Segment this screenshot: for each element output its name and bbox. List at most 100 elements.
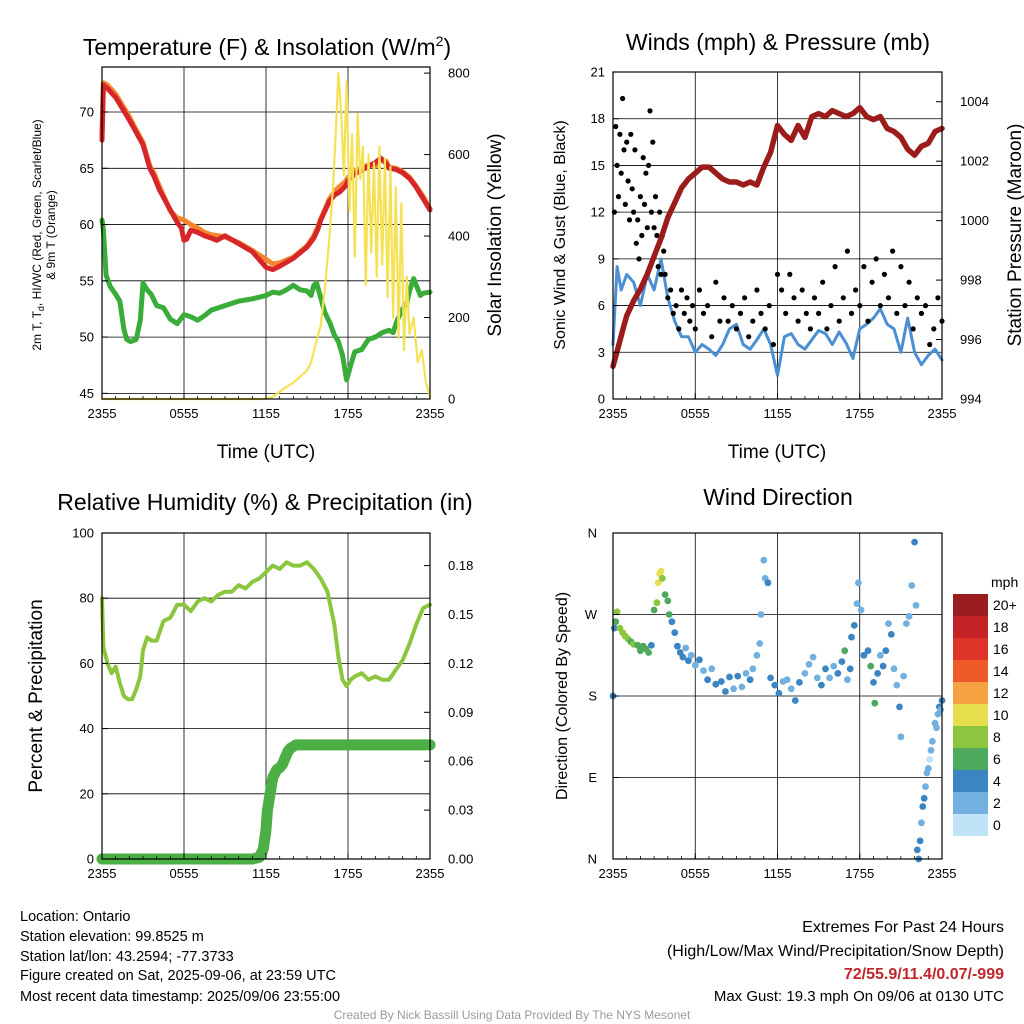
gust-point xyxy=(861,264,867,270)
y-tick-label: 60 xyxy=(80,217,94,232)
direction-point xyxy=(876,651,884,659)
y2-tick-label: 0.15 xyxy=(448,607,473,622)
x-tick-label: 1755 xyxy=(334,406,363,421)
gust-point xyxy=(914,295,920,301)
gust-point xyxy=(621,147,627,153)
x-tick-label: 0555 xyxy=(681,866,710,881)
temp-panel: Temperature (F) & Insolation (W/m2) 2355… xyxy=(30,33,506,463)
direction-point xyxy=(855,579,862,587)
gust-point xyxy=(873,256,879,262)
direction-point xyxy=(926,756,934,763)
direction-point xyxy=(674,642,681,650)
gust-point xyxy=(692,326,698,332)
gust-point xyxy=(618,170,624,176)
gust-point xyxy=(779,287,785,293)
gust-point xyxy=(696,287,703,293)
direction-point xyxy=(783,676,791,684)
gust-point xyxy=(721,295,727,301)
gust-point xyxy=(902,303,908,309)
y2-tick-label: 0.09 xyxy=(448,705,473,720)
gust-point xyxy=(890,248,896,254)
direction-point xyxy=(905,612,913,620)
pressure-line xyxy=(610,104,945,370)
footer-created: Figure created on Sat, 2025-09-06, at 23… xyxy=(20,968,336,984)
gust-point xyxy=(639,232,645,239)
legend-label: 18 xyxy=(993,619,1009,635)
gust-point xyxy=(832,264,838,270)
direction-point xyxy=(912,602,920,609)
gust-point xyxy=(844,248,851,254)
y2-tick-label: 0 xyxy=(448,392,455,407)
legend-title: mph xyxy=(991,574,1018,590)
gust-point xyxy=(670,310,676,316)
y2-tick-label: 998 xyxy=(960,273,982,288)
y-tick-label: 70 xyxy=(80,105,94,120)
y-tick-label: E xyxy=(588,770,597,785)
gust-point xyxy=(918,310,925,316)
direction-point xyxy=(685,657,692,665)
wind-panel: Winds (mph) & Pressure (mb) 2355 0555 1155… xyxy=(552,29,1024,463)
gust-point xyxy=(791,295,797,301)
x-tick-label: 2355 xyxy=(599,406,628,421)
gust-point xyxy=(644,225,650,231)
direction-point xyxy=(927,746,935,754)
direction-point xyxy=(920,794,928,802)
gust-point xyxy=(853,287,859,293)
direction-point xyxy=(657,567,665,575)
x-tick-label: 2355 xyxy=(416,866,445,881)
direction-point xyxy=(830,662,838,670)
gust-point xyxy=(857,303,863,309)
direction-point xyxy=(665,611,673,618)
y-tick-label: 0 xyxy=(87,852,94,867)
direction-point xyxy=(645,649,652,656)
direction-point xyxy=(890,665,898,673)
direction-point xyxy=(696,656,703,664)
solar-line xyxy=(100,71,432,401)
legend-label: 4 xyxy=(993,773,1001,789)
y-tick-label: 15 xyxy=(591,158,605,173)
direction-point xyxy=(730,685,737,693)
y2-tick-label: 994 xyxy=(960,392,982,407)
direction-point xyxy=(764,579,772,587)
dir-title: Wind Direction xyxy=(703,484,853,510)
direction-point xyxy=(775,689,783,697)
legend-label: 0 xyxy=(993,817,1001,833)
gust-point xyxy=(762,326,768,332)
gust-point xyxy=(641,201,648,207)
direction-point xyxy=(726,673,733,681)
gust-point xyxy=(651,225,657,231)
y-tick-label: 65 xyxy=(80,161,94,176)
y-tick-label: 18 xyxy=(591,111,605,126)
extremes-title: Extremes For Past 24 Hours xyxy=(802,919,1004,936)
gust-point xyxy=(848,310,855,316)
direction-point xyxy=(813,674,821,682)
direction-point xyxy=(742,670,750,677)
rh-ylabel: Percent & Precipitation xyxy=(26,599,47,792)
gust-point xyxy=(840,295,846,301)
legend-swatch xyxy=(953,638,988,660)
direction-point xyxy=(848,633,855,641)
gust-point xyxy=(658,271,664,277)
gust-point xyxy=(673,303,679,309)
direction-point xyxy=(648,641,655,649)
direction-point xyxy=(937,706,944,713)
direction-point xyxy=(787,685,795,693)
gust-point xyxy=(668,287,674,293)
gust-point xyxy=(885,295,892,301)
temp-series xyxy=(99,71,433,401)
direction-point xyxy=(844,676,851,684)
wind-y2label: Station Pressure (Maroon) xyxy=(1005,124,1024,347)
gust-point xyxy=(631,209,637,215)
temp-title: Temperature (F) & Insolation (W/m2) xyxy=(83,33,451,60)
gust-point xyxy=(754,287,760,293)
gust-point xyxy=(824,326,830,332)
y2-tick-label: 800 xyxy=(448,66,470,81)
direction-point xyxy=(885,620,892,627)
precip-line xyxy=(96,739,436,865)
gust-point xyxy=(636,256,642,262)
direction-point xyxy=(879,662,887,670)
direction-point xyxy=(712,680,720,688)
gust-point xyxy=(652,194,659,200)
gust-point xyxy=(648,209,655,215)
